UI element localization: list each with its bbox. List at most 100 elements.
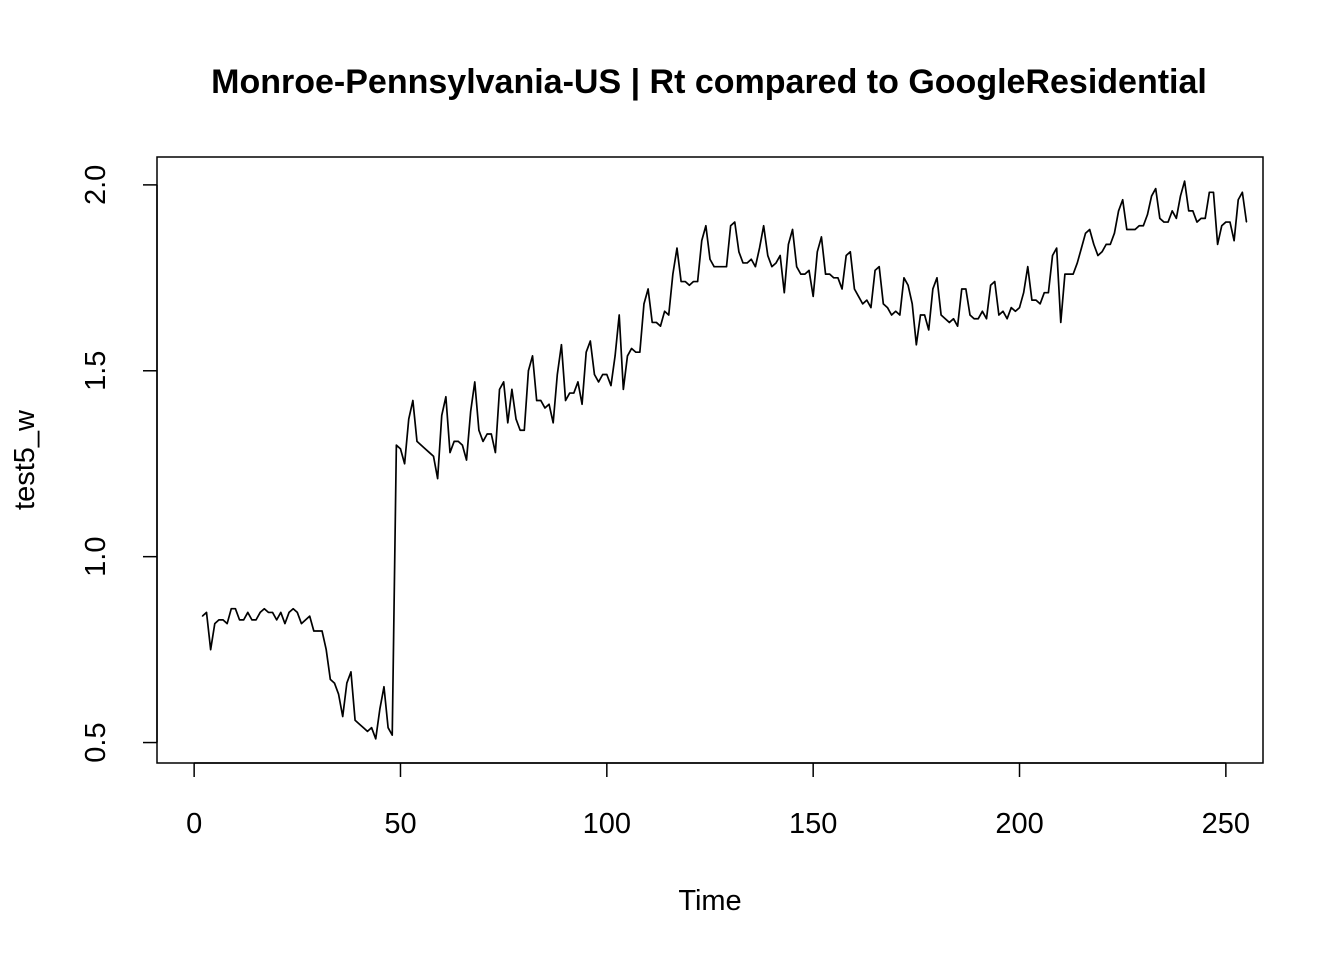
- data-point: [692, 280, 695, 283]
- data-point: [569, 392, 571, 394]
- data-point: [519, 429, 521, 431]
- x-tick-label: 100: [583, 808, 631, 840]
- data-point: [1064, 273, 1066, 275]
- data-point: [697, 280, 699, 283]
- data-point: [465, 459, 468, 461]
- data-point: [449, 451, 451, 454]
- data-point: [337, 693, 340, 695]
- y-tick-label: 1.5: [80, 351, 112, 391]
- data-point: [969, 314, 971, 316]
- data-point: [548, 403, 550, 405]
- data-point: [428, 451, 430, 454]
- data-point: [882, 303, 884, 305]
- data-point: [1150, 195, 1153, 197]
- data-point: [750, 258, 752, 260]
- data-point: [494, 451, 496, 454]
- data-point: [758, 247, 761, 249]
- data-point: [1233, 240, 1235, 242]
- data-point: [292, 608, 294, 610]
- data-point: [523, 429, 525, 431]
- data-point: [874, 269, 876, 271]
- data-point: [474, 381, 476, 383]
- data-point: [255, 619, 257, 621]
- data-point: [1014, 310, 1016, 312]
- data-point: [940, 314, 942, 316]
- data-point: [544, 407, 546, 409]
- y-axis: 0.5 1.0 1.5 2.0: [80, 165, 158, 763]
- data-point: [725, 266, 728, 268]
- data-point: [482, 440, 484, 443]
- data-point: [1146, 214, 1149, 216]
- x-tick-label: 250: [1202, 808, 1250, 840]
- data-point: [581, 403, 583, 405]
- data-point: [1126, 228, 1128, 231]
- x-tick-label: 0: [186, 808, 202, 840]
- data-point: [296, 611, 298, 614]
- data-point: [507, 422, 509, 424]
- data-point: [626, 355, 629, 357]
- data-point: [742, 262, 744, 264]
- chart-title: Monroe-Pennsylvania-US | Rt compared to …: [211, 63, 1207, 101]
- data-point: [1084, 232, 1087, 234]
- data-point: [734, 221, 736, 223]
- data-point: [350, 671, 352, 673]
- data-point: [808, 269, 810, 271]
- data-point: [577, 381, 579, 383]
- data-point: [1142, 225, 1144, 227]
- data-point: [1072, 273, 1074, 275]
- data-point: [870, 306, 872, 309]
- data-point: [767, 254, 769, 257]
- data-point: [1113, 232, 1116, 234]
- data-point: [1138, 225, 1140, 227]
- data-point: [288, 611, 290, 614]
- data-point: [432, 455, 435, 457]
- data-point: [713, 266, 715, 268]
- data-point: [862, 303, 864, 305]
- data-point: [688, 284, 690, 286]
- data-point: [730, 225, 732, 227]
- data-point: [672, 273, 674, 275]
- data-point: [1031, 299, 1033, 301]
- data-point: [907, 284, 909, 286]
- data-point: [564, 399, 567, 402]
- data-point: [210, 649, 212, 651]
- data-point: [1217, 243, 1219, 245]
- data-point: [630, 347, 633, 350]
- data-point: [1109, 243, 1111, 245]
- series-line: [201, 180, 1248, 740]
- data-point: [746, 262, 748, 264]
- data-point: [247, 611, 249, 614]
- data-point: [1076, 262, 1078, 264]
- data-point: [531, 355, 534, 357]
- data-point: [457, 440, 459, 443]
- data-point: [1035, 299, 1037, 301]
- data-point: [1212, 191, 1215, 193]
- data-point: [800, 273, 802, 275]
- data-point: [899, 314, 901, 316]
- data-point: [1245, 221, 1248, 223]
- data-point: [342, 715, 344, 718]
- data-point: [1159, 217, 1161, 219]
- data-point: [763, 225, 765, 227]
- data-point: [878, 266, 880, 268]
- data-point: [1051, 254, 1054, 257]
- data-point: [556, 373, 558, 376]
- data-point: [622, 388, 624, 390]
- data-point: [610, 385, 612, 387]
- y-tick-label: 1.0: [80, 536, 112, 576]
- plot-frame: [156, 156, 1264, 764]
- data-point: [771, 266, 773, 268]
- data-point: [1208, 191, 1210, 193]
- data-point: [919, 314, 922, 316]
- data-point: [1010, 306, 1012, 309]
- data-point: [1101, 251, 1103, 253]
- data-point: [849, 251, 851, 253]
- data-point: [845, 254, 847, 257]
- data-point: [614, 355, 616, 357]
- data-point: [1060, 321, 1062, 324]
- data-point: [783, 292, 785, 294]
- data-point: [651, 321, 653, 324]
- data-point: [928, 329, 930, 331]
- data-point: [655, 321, 657, 324]
